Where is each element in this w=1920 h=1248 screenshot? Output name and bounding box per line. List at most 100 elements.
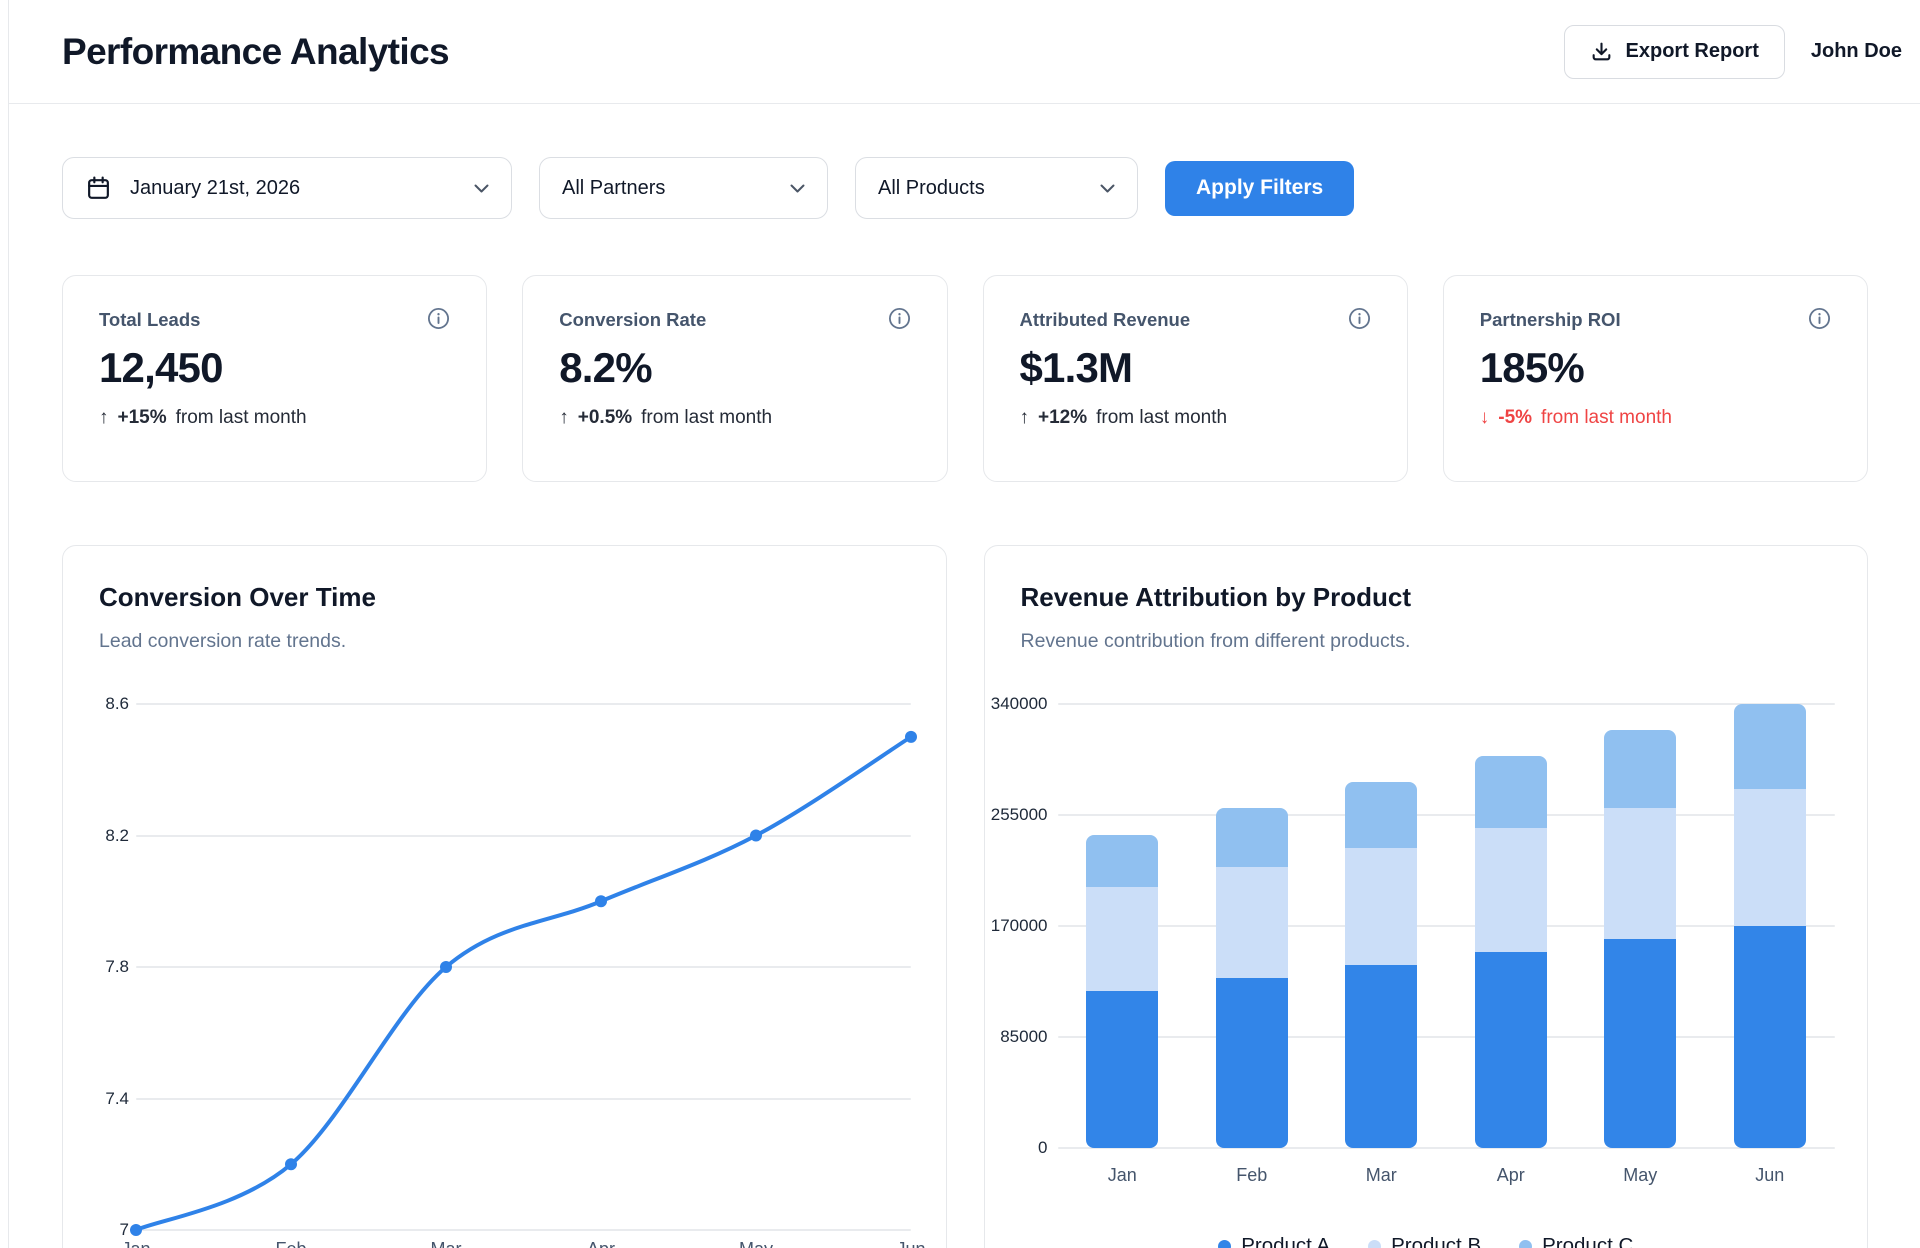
legend-dot-icon bbox=[1519, 1239, 1533, 1248]
bar-chart-subtitle: Revenue contribution from different prod… bbox=[1020, 630, 1411, 652]
main-area: Performance Analytics Export Report John… bbox=[9, 0, 1920, 1248]
line-chart-plot: 8.6 8.2 7.8 7.4 7Jan Feb Mar Apr May Jun bbox=[63, 546, 946, 1248]
bar-apr[interactable] bbox=[1474, 756, 1547, 1148]
chevron-down-icon bbox=[1100, 184, 1115, 193]
export-report-button[interactable]: Export Report bbox=[1563, 24, 1785, 79]
apply-filters-button[interactable]: Apply Filters bbox=[1165, 160, 1355, 216]
data-point-feb[interactable] bbox=[285, 1158, 297, 1171]
bar-jun[interactable] bbox=[1733, 704, 1806, 1148]
bar-segment-product-c[interactable] bbox=[1474, 756, 1547, 829]
bar-segment-product-b[interactable] bbox=[1474, 828, 1547, 953]
date-picker[interactable]: January 21st, 2026 bbox=[62, 157, 512, 219]
kpi-card-header: Attributed Revenue bbox=[1019, 307, 1371, 331]
bar-segment-product-b[interactable] bbox=[1215, 867, 1288, 979]
bar-segment-product-a[interactable] bbox=[1345, 965, 1418, 1148]
bar-may[interactable] bbox=[1604, 730, 1677, 1148]
info-icon[interactable] bbox=[1808, 307, 1831, 330]
kpi-row: Total Leads 12,450 ↑ +15% from last month Con… bbox=[62, 275, 1868, 482]
bar-segment-product-a[interactable] bbox=[1474, 952, 1547, 1148]
kpi-change: ↓ -5% from last month bbox=[1480, 407, 1831, 429]
products-select[interactable]: All Products bbox=[855, 157, 1138, 219]
bar-segment-product-a[interactable] bbox=[1215, 978, 1288, 1148]
y-tick-label: 0 bbox=[1038, 1138, 1048, 1157]
bar-chart-title: Revenue Attribution by Product bbox=[1020, 582, 1412, 612]
chevron-down-icon bbox=[474, 184, 489, 193]
bar-segment-product-c[interactable] bbox=[1086, 834, 1159, 887]
bar-segment-product-c[interactable] bbox=[1604, 730, 1677, 809]
user-menu[interactable]: John Doe bbox=[1810, 40, 1902, 62]
x-tick-label: Jan bbox=[1107, 1165, 1137, 1185]
legend-label: Product B bbox=[1391, 1234, 1482, 1248]
bar-segment-product-a[interactable] bbox=[1733, 925, 1806, 1148]
info-icon[interactable] bbox=[888, 307, 911, 330]
x-tick-label: Jan bbox=[96, 1238, 176, 1248]
data-point-jan[interactable] bbox=[130, 1224, 142, 1236]
bar-feb[interactable] bbox=[1215, 808, 1288, 1148]
data-point-apr[interactable] bbox=[595, 895, 607, 908]
legend-label: Product C bbox=[1542, 1234, 1634, 1248]
gridline bbox=[1057, 1036, 1835, 1038]
y-tick-label: 7.8 bbox=[105, 957, 129, 976]
line-series bbox=[130, 730, 917, 1236]
kpi-change-suffix: from last month bbox=[175, 407, 307, 428]
chevron-down-icon bbox=[790, 184, 805, 193]
line-chart-title: Conversion Over Time bbox=[99, 582, 376, 612]
arrow-up-icon: ↑ bbox=[99, 407, 109, 428]
charts-row: Conversion Over Time Lead conversion rat… bbox=[62, 545, 1868, 1248]
x-tick-label: Mar bbox=[1365, 1165, 1397, 1185]
kpi-change-suffix: from last month bbox=[1096, 407, 1228, 428]
legend-item-product-b: Product B bbox=[1368, 1234, 1481, 1248]
bar-segment-product-a[interactable] bbox=[1086, 991, 1159, 1148]
legend-item-product-c: Product C bbox=[1519, 1234, 1633, 1248]
bar-segment-product-b[interactable] bbox=[1086, 886, 1159, 992]
bar-segment-product-b[interactable] bbox=[1733, 788, 1806, 926]
kpi-card-header: Partnership ROI bbox=[1479, 307, 1831, 331]
kpi-change: ↑ +12% from last month bbox=[1020, 407, 1371, 429]
kpi-card-total-leads: Total Leads 12,450 ↑ +15% from last month bbox=[62, 275, 488, 482]
kpi-change-value: -5% bbox=[1498, 407, 1533, 428]
y-tick-label: 85000 bbox=[1000, 1027, 1048, 1046]
gridline bbox=[136, 703, 911, 705]
kpi-card-header: Conversion Rate bbox=[559, 307, 911, 331]
bar-segment-product-b[interactable] bbox=[1604, 808, 1677, 940]
kpi-change: ↑ +15% from last month bbox=[99, 407, 450, 429]
kpi-change-value: +15% bbox=[117, 407, 167, 428]
revenue-attribution-card: Revenue Attribution by Product Revenue c… bbox=[983, 545, 1868, 1248]
kpi-value: 12,450 bbox=[99, 344, 223, 391]
gridline bbox=[1057, 703, 1835, 705]
bar-segment-product-c[interactable] bbox=[1733, 704, 1806, 789]
bar-chart-plot: 340000 255000 170000 85000 0 Jan Feb Mar Apr May J… bbox=[985, 546, 1868, 1248]
kpi-card-partnership-roi: Partnership ROI 185% ↓ -5% from last month bbox=[1442, 275, 1868, 482]
line-path bbox=[134, 734, 913, 1232]
bar-segment-product-b[interactable] bbox=[1345, 847, 1418, 966]
kpi-value: $1.3M bbox=[1019, 344, 1134, 391]
filter-bar: January 21st, 2026 All Partners All Prod… bbox=[62, 157, 1868, 219]
bar-segment-product-c[interactable] bbox=[1215, 808, 1288, 868]
partners-select[interactable]: All Partners bbox=[539, 157, 828, 219]
data-point-mar[interactable] bbox=[440, 961, 452, 973]
y-tick-label: 8.2 bbox=[105, 825, 129, 845]
arrow-down-icon: ↓ bbox=[1479, 407, 1490, 428]
kpi-label: Partnership ROI bbox=[1479, 309, 1621, 330]
data-point-may[interactable] bbox=[750, 829, 762, 842]
y-tick-label: 170000 bbox=[990, 916, 1048, 935]
legend-dot-icon bbox=[1368, 1239, 1382, 1248]
kpi-change: ↑ +0.5% from last month bbox=[559, 407, 910, 429]
data-point-jun[interactable] bbox=[905, 730, 917, 743]
gridline bbox=[136, 966, 911, 968]
gridline bbox=[136, 834, 911, 837]
kpi-change-value: +0.5% bbox=[577, 407, 633, 428]
kpi-value: 185% bbox=[1479, 344, 1585, 391]
top-bar: Performance Analytics Export Report John… bbox=[9, 0, 1920, 104]
bar-segment-product-a[interactable] bbox=[1604, 939, 1677, 1148]
info-icon[interactable] bbox=[1348, 307, 1371, 330]
y-tick-label: 255000 bbox=[990, 805, 1048, 824]
kpi-label: Attributed Revenue bbox=[1019, 309, 1191, 330]
info-icon[interactable] bbox=[427, 307, 450, 330]
kpi-change-suffix: from last month bbox=[1541, 407, 1672, 428]
bar-segment-product-c[interactable] bbox=[1345, 782, 1418, 848]
chart-legend: Product A Product B Product C bbox=[985, 1234, 1868, 1248]
bar-jan[interactable] bbox=[1086, 834, 1159, 1148]
download-icon bbox=[1590, 40, 1613, 63]
bar-mar[interactable] bbox=[1345, 782, 1418, 1148]
